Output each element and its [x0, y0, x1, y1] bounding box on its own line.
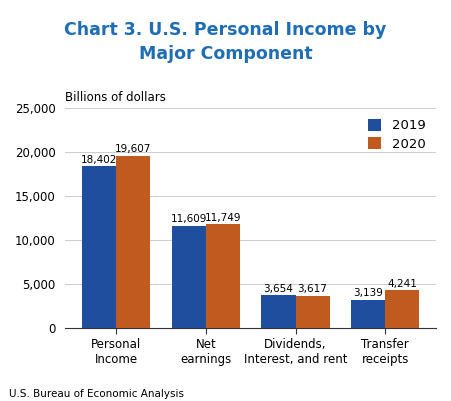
Text: 3,617: 3,617 — [298, 284, 327, 294]
Text: 11,749: 11,749 — [205, 213, 241, 223]
Bar — [385, 290, 419, 328]
Text: 18,402: 18,402 — [81, 154, 118, 164]
Bar — [116, 156, 150, 328]
Text: 19,607: 19,607 — [115, 144, 152, 154]
Bar — [83, 166, 116, 328]
Bar — [295, 296, 330, 328]
Text: U.S. Bureau of Economic Analysis: U.S. Bureau of Economic Analysis — [9, 389, 184, 399]
Bar — [206, 225, 240, 328]
Legend: 2019, 2020: 2019, 2020 — [364, 115, 429, 155]
Text: 3,654: 3,654 — [263, 284, 294, 294]
Text: Billions of dollars: Billions of dollars — [65, 91, 166, 104]
Text: Chart 3. U.S. Personal Income by
Major Component: Chart 3. U.S. Personal Income by Major C… — [64, 21, 387, 63]
Bar — [172, 226, 206, 328]
Text: 11,609: 11,609 — [171, 214, 207, 224]
Bar — [262, 296, 295, 328]
Text: 3,139: 3,139 — [353, 288, 383, 298]
Bar — [351, 300, 385, 328]
Text: 4,241: 4,241 — [387, 279, 417, 289]
